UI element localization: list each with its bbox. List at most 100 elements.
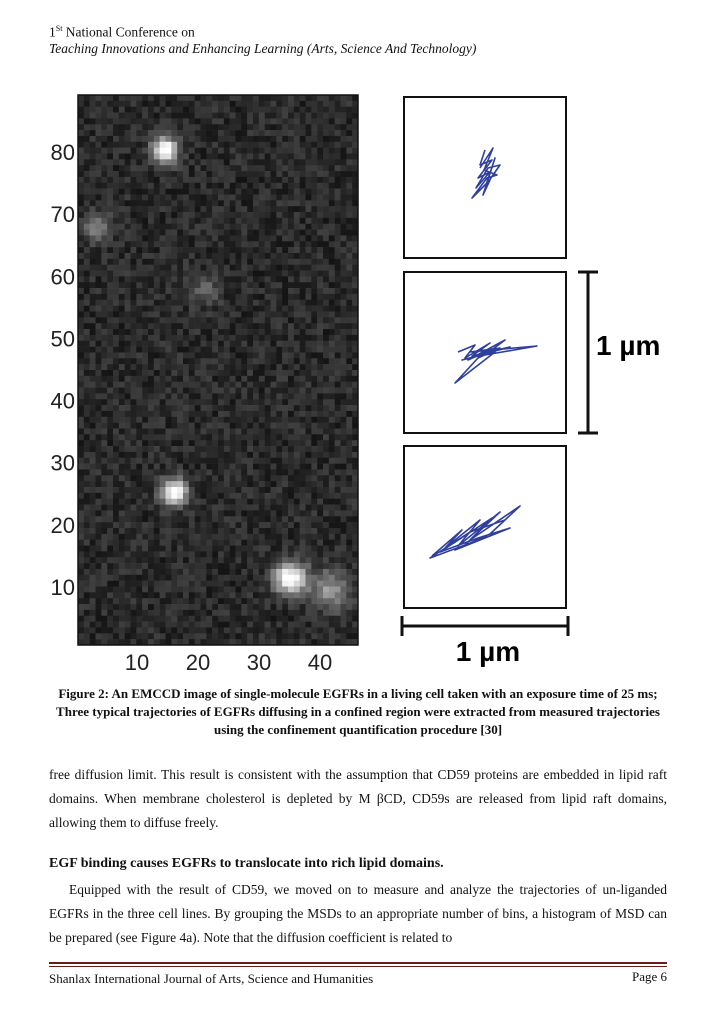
image-pixel <box>334 440 341 447</box>
image-pixel <box>153 469 160 476</box>
image-pixel <box>346 533 353 540</box>
image-pixel <box>235 223 242 230</box>
image-pixel <box>177 317 184 324</box>
image-pixel <box>148 615 155 622</box>
image-pixel <box>328 282 335 289</box>
image-pixel <box>340 352 347 359</box>
image-pixel <box>334 410 341 418</box>
image-pixel <box>346 311 353 318</box>
image-pixel <box>188 212 195 219</box>
image-pixel <box>317 451 324 459</box>
image-pixel <box>130 206 137 213</box>
image-pixel <box>346 557 353 564</box>
image-pixel <box>159 182 166 189</box>
image-pixel <box>177 627 184 634</box>
image-pixel <box>258 288 265 295</box>
image-pixel <box>177 95 184 102</box>
image-pixel <box>311 176 318 184</box>
image-pixel <box>258 171 265 178</box>
image-pixel <box>282 270 289 277</box>
image-pixel <box>212 165 219 172</box>
image-pixel <box>247 165 254 172</box>
image-pixel <box>323 217 330 225</box>
image-pixel <box>136 557 143 564</box>
image-pixel <box>183 592 190 599</box>
image-pixel <box>130 252 137 260</box>
image-pixel <box>107 492 114 500</box>
image-pixel <box>223 141 230 148</box>
image-pixel <box>118 288 125 295</box>
image-pixel <box>223 235 230 242</box>
image-pixel <box>95 247 102 254</box>
image-pixel <box>165 393 172 400</box>
image-pixel <box>212 633 219 640</box>
image-pixel <box>159 574 166 581</box>
image-pixel <box>194 410 201 418</box>
image-pixel <box>165 609 172 617</box>
image-pixel <box>142 639 149 646</box>
image-pixel <box>165 522 172 529</box>
image-pixel <box>264 405 271 412</box>
image-pixel <box>305 305 312 312</box>
image-pixel <box>229 446 236 453</box>
image-pixel <box>334 299 341 306</box>
image-pixel <box>148 95 155 102</box>
image-pixel <box>177 457 184 464</box>
image-pixel <box>317 633 324 640</box>
image-pixel <box>323 410 330 418</box>
image-pixel <box>171 621 178 628</box>
image-pixel <box>101 434 108 441</box>
image-pixel <box>229 159 236 166</box>
image-pixel <box>235 615 242 622</box>
image-pixel <box>270 428 277 435</box>
image-pixel <box>282 510 289 517</box>
image-pixel <box>340 416 347 423</box>
image-pixel <box>293 346 300 353</box>
image-pixel <box>340 440 347 447</box>
image-pixel <box>89 428 96 435</box>
image-pixel <box>118 481 125 488</box>
image-pixel <box>107 334 114 342</box>
image-pixel <box>78 217 85 225</box>
image-pixel <box>299 364 306 371</box>
image-pixel <box>171 95 178 102</box>
image-pixel <box>334 393 341 400</box>
image-pixel <box>206 504 213 511</box>
image-pixel <box>95 469 102 476</box>
image-pixel <box>247 130 254 137</box>
image-pixel <box>218 100 225 107</box>
image-pixel <box>247 604 254 611</box>
image-pixel <box>130 475 137 482</box>
image-pixel <box>130 247 137 254</box>
image-pixel <box>323 615 330 622</box>
image-pixel <box>136 440 143 447</box>
image-pixel <box>194 305 201 312</box>
image-pixel <box>188 229 195 236</box>
image-pixel <box>136 130 143 137</box>
image-pixel <box>130 112 137 119</box>
image-pixel <box>264 165 271 172</box>
image-pixel <box>142 557 149 564</box>
image-pixel <box>83 329 90 336</box>
image-pixel <box>206 282 213 289</box>
image-pixel <box>142 551 149 558</box>
image-pixel <box>305 487 312 494</box>
image-pixel <box>305 592 312 599</box>
image-pixel <box>253 217 260 225</box>
image-pixel <box>183 598 190 605</box>
image-pixel <box>89 510 96 517</box>
image-pixel <box>89 457 96 464</box>
image-pixel <box>159 522 166 529</box>
image-pixel <box>183 352 190 359</box>
image-pixel <box>177 340 184 347</box>
image-pixel <box>293 241 300 248</box>
image-pixel <box>95 405 102 412</box>
image-pixel <box>194 504 201 511</box>
image-pixel <box>83 551 90 558</box>
image-pixel <box>223 276 230 283</box>
image-pixel <box>142 317 149 324</box>
image-pixel <box>83 264 90 271</box>
image-pixel <box>130 504 137 511</box>
image-pixel <box>235 557 242 564</box>
image-pixel <box>142 223 149 230</box>
